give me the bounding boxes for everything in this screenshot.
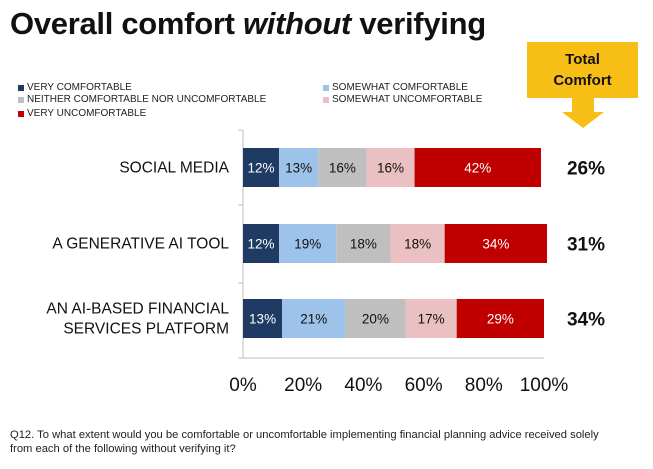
legend-item: NEITHER COMFORTABLE NOR UNCOMFORTABLE bbox=[18, 94, 266, 105]
category-label: SOCIAL MEDIA bbox=[119, 160, 229, 177]
legend-label: SOMEWHAT COMFORTABLE bbox=[332, 82, 468, 93]
bar-segment bbox=[390, 224, 445, 263]
legend-label: NEITHER COMFORTABLE NOR UNCOMFORTABLE bbox=[27, 94, 267, 105]
total-comfort-arrow bbox=[562, 98, 604, 128]
legend-swatch bbox=[18, 96, 24, 103]
footnote: Q12. To what extent would you be comfort… bbox=[10, 429, 599, 455]
legend-item: VERY UNCOMFORTABLE bbox=[18, 108, 146, 119]
bar-value-label: 18% bbox=[350, 237, 377, 252]
category-label: SERVICES PLATFORM bbox=[63, 321, 229, 338]
x-tick-label: 100% bbox=[520, 375, 569, 396]
legend-swatch bbox=[323, 96, 329, 103]
bar-value-label: 16% bbox=[377, 161, 404, 176]
bar-value-label: 29% bbox=[487, 312, 514, 327]
legend-label: SOMEWHAT UNCOMFORTABLE bbox=[332, 94, 483, 105]
bar-value-label: 13% bbox=[249, 312, 276, 327]
bar-segment bbox=[336, 224, 391, 263]
bar-segment bbox=[366, 148, 415, 187]
bar-segment bbox=[414, 148, 541, 187]
legend-label: VERY COMFORTABLE bbox=[27, 82, 132, 93]
bar-segment bbox=[405, 299, 457, 338]
bar-segment bbox=[279, 224, 337, 263]
bar-value-label: 19% bbox=[294, 237, 321, 252]
bar-value-label: 18% bbox=[404, 237, 431, 252]
total-comfort-value: 26% bbox=[567, 159, 605, 180]
title-part2: verifying bbox=[351, 6, 486, 41]
legend-swatch bbox=[18, 84, 24, 91]
legend-item: VERY COMFORTABLE bbox=[18, 82, 132, 93]
total-comfort-value: 34% bbox=[567, 310, 605, 331]
legend-swatch bbox=[323, 84, 329, 91]
bar-segment bbox=[243, 148, 280, 187]
x-tick-label: 20% bbox=[284, 375, 322, 396]
bar-value-label: 42% bbox=[464, 161, 491, 176]
bar-segment bbox=[279, 148, 319, 187]
legend-swatch bbox=[18, 110, 24, 117]
legend-label: VERY UNCOMFORTABLE bbox=[27, 108, 147, 119]
bar-segment bbox=[444, 224, 548, 263]
bar-segment bbox=[318, 148, 367, 187]
bar-value-label: 12% bbox=[248, 237, 275, 252]
bar-segment bbox=[345, 299, 406, 338]
total-comfort-value: 31% bbox=[567, 235, 605, 256]
total-comfort-label-line1: Total bbox=[565, 51, 600, 68]
bar-value-label: 13% bbox=[285, 161, 312, 176]
category-label: A GENERATIVE AI TOOL bbox=[52, 236, 229, 253]
legend-item: SOMEWHAT COMFORTABLE bbox=[323, 82, 468, 93]
x-tick-label: 0% bbox=[229, 375, 257, 396]
bar-segment bbox=[243, 299, 283, 338]
stacked-bar-chart: 12% 13% 16% 16% 42% SOCIAL MEDIA 26% 12% 19% 18% 1… bbox=[46, 129, 605, 396]
x-tick-label: 80% bbox=[465, 375, 503, 396]
bar-value-label: 16% bbox=[329, 161, 356, 176]
bar-value-label: 20% bbox=[362, 312, 389, 327]
category-label: AN AI-BASED FINANCIAL bbox=[46, 301, 229, 318]
bar-value-label: 21% bbox=[300, 312, 327, 327]
bar-value-label: 34% bbox=[482, 237, 509, 252]
title-emphasis: without bbox=[242, 6, 352, 41]
total-comfort-box: Total Comfort bbox=[527, 42, 638, 98]
legend-item: SOMEWHAT UNCOMFORTABLE bbox=[323, 94, 482, 105]
x-tick-label: 40% bbox=[344, 375, 382, 396]
chart-title: Overall comfort without verifying bbox=[10, 6, 486, 42]
title-part1: Overall comfort bbox=[10, 6, 243, 41]
bar-segment bbox=[456, 299, 544, 338]
bar-value-label: 17% bbox=[418, 312, 445, 327]
total-comfort-label-line2: Comfort bbox=[553, 72, 612, 89]
bar-segment bbox=[243, 224, 280, 263]
x-tick-label: 60% bbox=[405, 375, 443, 396]
bar-value-label: 12% bbox=[248, 161, 275, 176]
bar-segment bbox=[282, 299, 346, 338]
